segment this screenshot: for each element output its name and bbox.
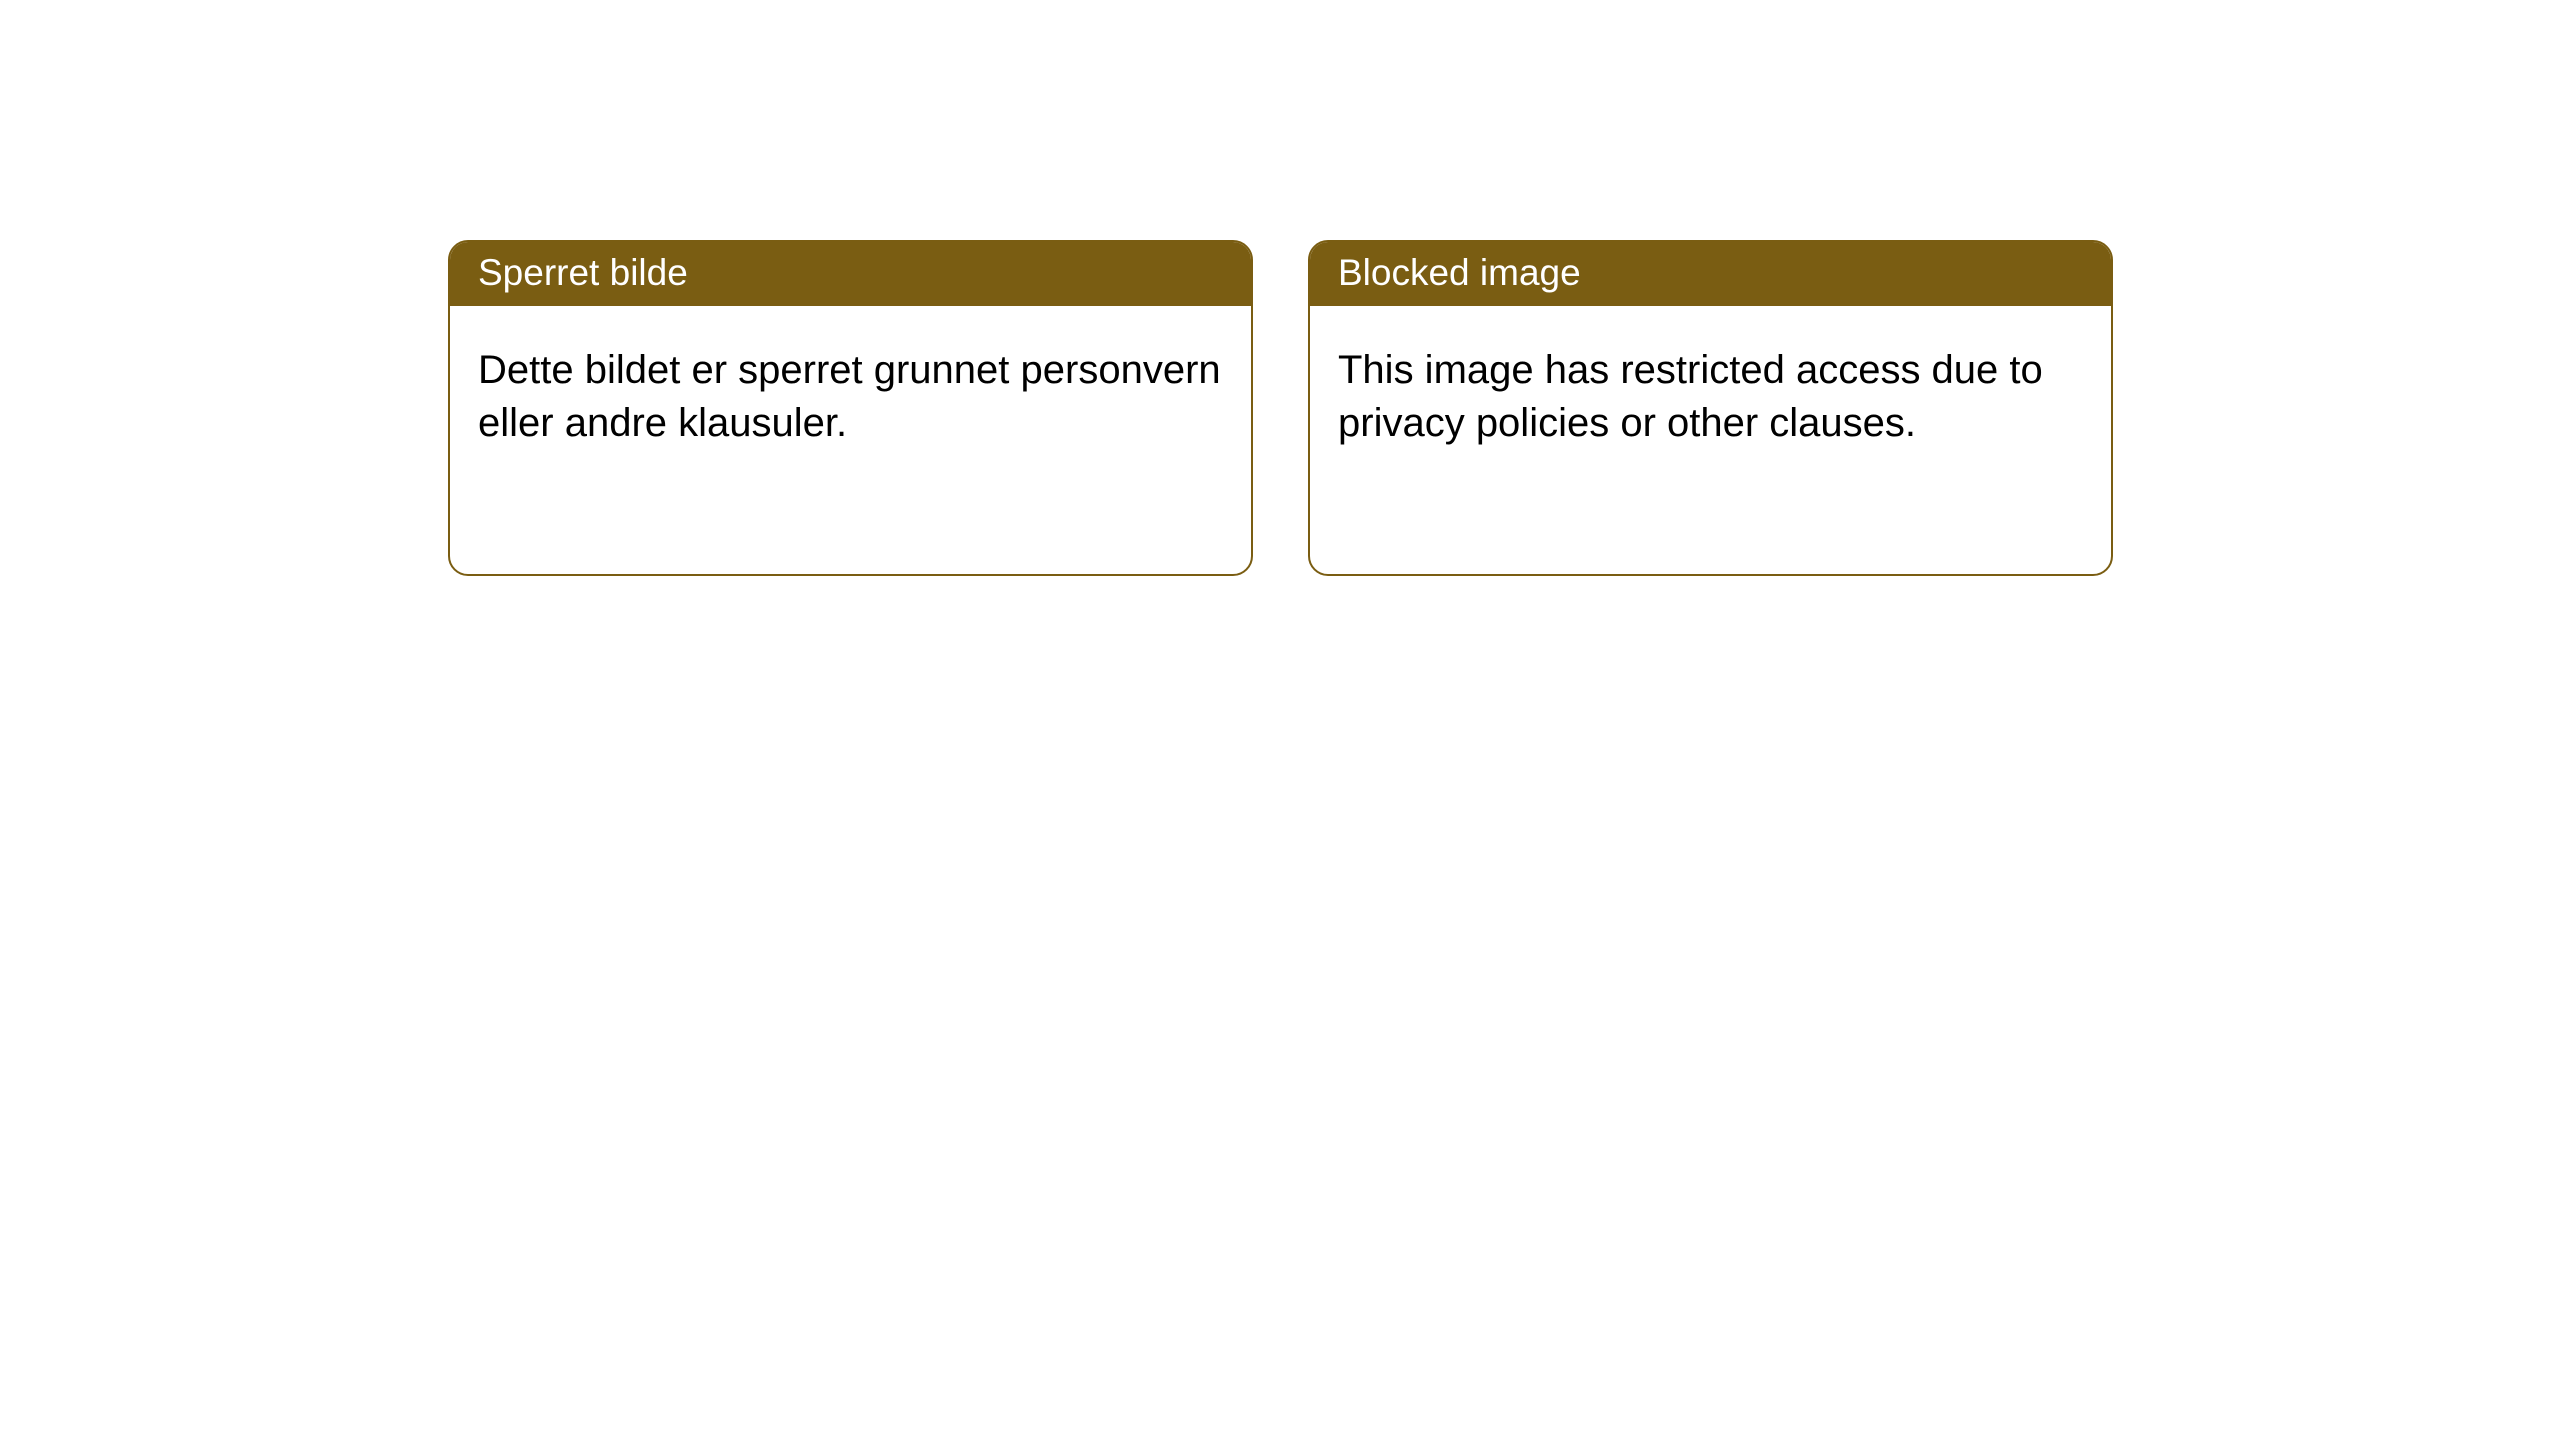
notice-container: Sperret bilde Dette bildet er sperret gr… [0,0,2560,576]
notice-body-norwegian: Dette bildet er sperret grunnet personve… [450,306,1251,478]
notice-header-english: Blocked image [1310,242,2111,306]
notice-header-norwegian: Sperret bilde [450,242,1251,306]
notice-body-english: This image has restricted access due to … [1310,306,2111,478]
notice-card-english: Blocked image This image has restricted … [1308,240,2113,576]
notice-card-norwegian: Sperret bilde Dette bildet er sperret gr… [448,240,1253,576]
